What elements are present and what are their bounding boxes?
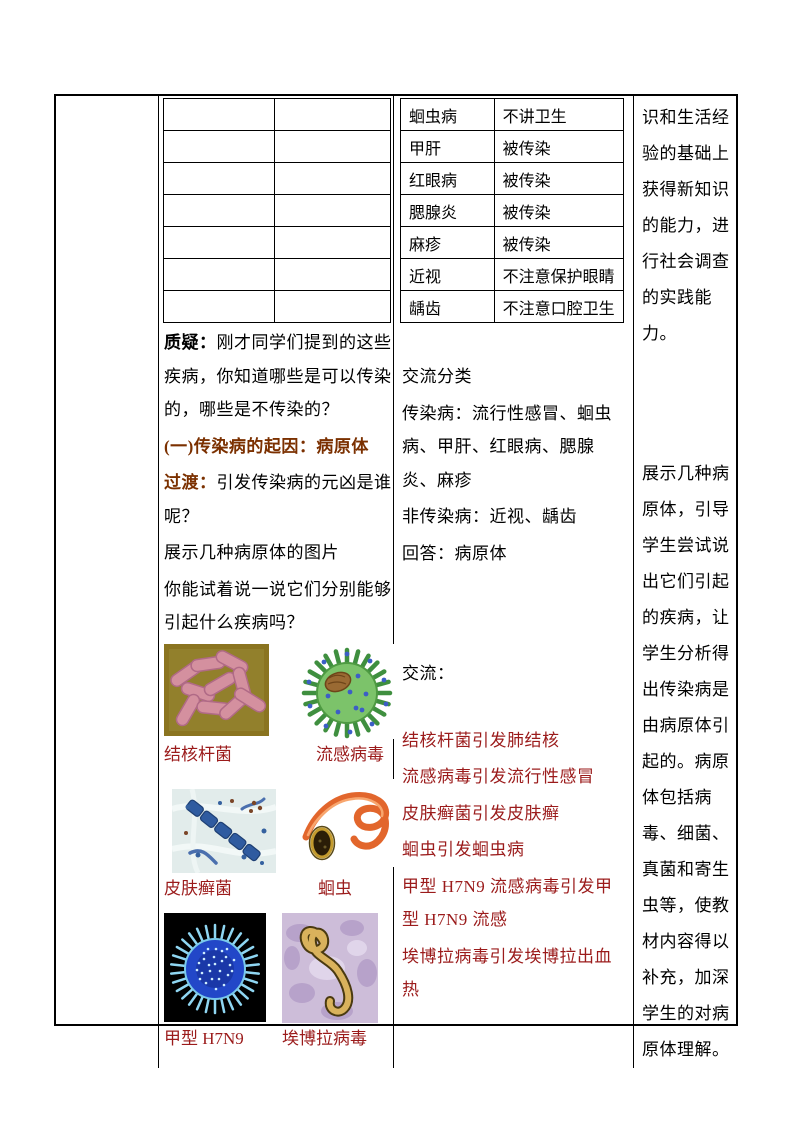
disease-cell: 腮腺炎 <box>400 194 495 227</box>
table-row: 近视 不注意保护眼睛 <box>400 258 625 291</box>
question-text: 刚才同学们提到的这些疾病，你知道哪些是可以传染的，哪些是不传染的？ <box>164 333 392 419</box>
table-column-design-intent: 识和生活经验的基础上获得新知识的能力，进行社会调查的实践能力。 展示几种病原体，… <box>634 96 736 1068</box>
table-column-student-activity: 蛔虫病 不讲卫生 甲肝 被传染 红眼病 被传染 腮腺炎 被传染 麻疹 被传染 <box>394 96 634 1068</box>
infectious-list: 传染病：流行性感冒、蛔虫病、甲肝、红眼病、腮腺炎、麻疹 <box>402 403 612 490</box>
pathogen-disease-line: 结核杆菌引发肺结核 <box>402 730 560 750</box>
flu-virus-figure <box>282 643 396 739</box>
disease-cell: 甲肝 <box>400 130 495 163</box>
cause-cell: 被传染 <box>493 226 625 259</box>
table-row <box>162 290 391 323</box>
skin-fungus-caption: 皮肤癣菌 <box>164 878 232 898</box>
ebola-caption: 埃博拉病毒 <box>282 1028 367 1048</box>
h7n9-caption: 甲型 H7N9 <box>164 1028 244 1048</box>
pathogen-disease-line: 皮肤癣菌引发皮肤癣 <box>402 803 560 823</box>
pathogen-image-row: 皮肤癣菌 蛔虫 <box>159 775 394 905</box>
cause-cell: 被传染 <box>493 162 625 195</box>
h7n9-virus-image <box>164 912 266 1022</box>
transition-text: 引发传染病的元凶是谁呢？ <box>164 473 392 526</box>
table-column-empty <box>56 96 159 1068</box>
answer-line: 回答：病原体 <box>402 543 507 563</box>
flu-caption: 流感病毒 <box>316 744 384 764</box>
pathogen-disease-line: 蛔虫引发蛔虫病 <box>402 840 525 859</box>
ability-paragraph: 识和生活经验的基础上获得新知识的能力，进行社会调查的实践能力。 <box>642 108 730 343</box>
try-to-say-line: 你能试着说一说它们分别能够引起什么疾病吗？ <box>164 579 392 633</box>
ebola-virus-image <box>282 912 378 1023</box>
table-row <box>162 226 391 259</box>
table-row <box>162 258 391 291</box>
table-row: 蛔虫病 不讲卫生 <box>400 98 625 131</box>
table-row: 红眼病 被传染 <box>400 162 625 195</box>
noninfectious-list: 非传染病：近视、龋齿 <box>402 507 577 526</box>
tuberculosis-figure <box>164 643 282 739</box>
tuberculosis-caption: 结核杆菌 <box>164 744 232 764</box>
cause-cell: 不注意口腔卫生 <box>493 290 625 323</box>
blank-classification-table <box>162 98 391 323</box>
table-row <box>162 98 391 131</box>
transition-label: 过渡： <box>164 473 217 492</box>
flu-virus-image <box>298 643 396 739</box>
roundworm-figure <box>282 778 394 873</box>
question-label: 质疑： <box>164 333 217 352</box>
table-row <box>162 194 391 227</box>
table-row: 腮腺炎 被传染 <box>400 194 625 227</box>
question-paragraph: 质疑：刚才同学们提到的这些疾病，你知道哪些是可以传染的，哪些是不传染的？ <box>159 323 394 427</box>
disease-cell: 蛔虫病 <box>400 98 495 131</box>
skin-fungus-figure <box>172 788 282 873</box>
table-row <box>162 130 391 163</box>
section-heading: (一)传染病的起因：病原体 <box>164 436 369 456</box>
pathogen-disease-line: 埃博拉病毒引发埃博拉出血热 <box>402 946 612 1000</box>
cause-cell: 被传染 <box>493 194 625 227</box>
pathogen-image-row: 甲型 H7N9 埃博拉病毒 <box>159 909 393 1055</box>
disease-cause-table: 蛔虫病 不讲卫生 甲肝 被传染 红眼病 被传染 腮腺炎 被传染 麻疹 被传染 <box>400 98 625 323</box>
tuberculosis-bacteria-image <box>164 643 269 736</box>
h7n9-figure <box>164 912 282 1023</box>
table-row: 龋齿 不注意口腔卫生 <box>400 290 625 323</box>
disease-cell: 麻疹 <box>400 226 495 259</box>
skin-fungus-image <box>172 788 276 873</box>
cause-cell: 不讲卫生 <box>493 98 625 131</box>
lesson-plan-table: 质疑：刚才同学们提到的这些疾病，你知道哪些是可以传染的，哪些是不传染的？ (一)… <box>54 94 738 1068</box>
disease-cell: 近视 <box>400 258 495 291</box>
table-row: 麻疹 被传染 <box>400 226 625 259</box>
pathogen-disease-line: 流感病毒引发流行性感冒 <box>402 767 595 786</box>
roundworm-caption: 蛔虫 <box>318 878 352 898</box>
design-intent-paragraph: 展示几种病原体，引导学生尝试说出它们引起的疾病，让学生分析得出传染病是由病原体引… <box>642 464 730 1059</box>
table-row: 甲肝 被传染 <box>400 130 625 163</box>
cause-cell: 被传染 <box>493 130 625 163</box>
classify-title: 交流分类 <box>402 367 472 386</box>
disease-cell: 红眼病 <box>400 162 495 195</box>
ebola-figure <box>282 912 393 1023</box>
roundworm-image <box>296 778 394 867</box>
table-column-teaching-process: 质疑：刚才同学们提到的这些疾病，你知道哪些是可以传染的，哪些是不传染的？ (一)… <box>159 96 396 1068</box>
show-pathogens-line: 展示几种病原体的图片 <box>164 543 339 562</box>
exchange-label: 交流： <box>402 664 455 683</box>
transition-paragraph: 过渡：引发传染病的元凶是谁呢？ <box>159 463 394 533</box>
pathogen-image-row: 结核杆菌 流感病毒 <box>159 643 396 771</box>
table-row <box>162 162 391 195</box>
disease-cell: 龋齿 <box>400 290 495 323</box>
cause-cell: 不注意保护眼睛 <box>493 258 625 291</box>
pathogen-disease-line: 甲型 H7N9 流感病毒引发甲型 H7N9 流感 <box>402 876 613 930</box>
